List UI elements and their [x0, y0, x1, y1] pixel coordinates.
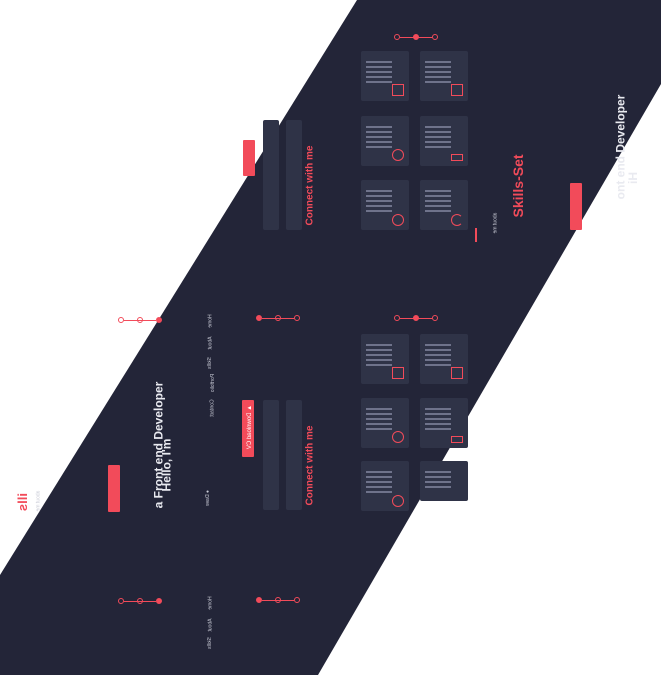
nav-item-about-bottom[interactable]: About: [207, 618, 214, 632]
skill-card[interactable]: [361, 51, 409, 101]
monitor-icon: [451, 436, 463, 443]
skill-card[interactable]: [420, 334, 468, 384]
nav-item-skills-bottom[interactable]: Skills: [206, 637, 213, 649]
carousel-dots-bottom-mid[interactable]: [256, 597, 300, 605]
skill-card[interactable]: [420, 398, 468, 448]
skill-card[interactable]: [420, 51, 468, 101]
skills-sub: about me: [35, 490, 42, 512]
skills-sub-top: about me: [492, 212, 499, 234]
skills-heading-partial: ills: [15, 493, 30, 512]
accent-underline: [475, 228, 477, 242]
skill-card[interactable]: [420, 180, 468, 230]
skill-card[interactable]: [361, 398, 409, 448]
briefcase-icon: [392, 84, 404, 96]
contact-field[interactable]: [286, 120, 302, 230]
skill-card[interactable]: [361, 180, 409, 230]
skill-card[interactable]: [420, 461, 468, 501]
connect-heading-mid: Connect with me: [304, 425, 316, 506]
stack-icon: [451, 367, 463, 379]
globe-icon: [392, 495, 404, 507]
connect-heading-top: Connect with me: [304, 145, 316, 226]
download-cv-button-top[interactable]: [243, 140, 255, 176]
nav-item-portfolio[interactable]: Portfolio: [210, 373, 217, 393]
carousel-dots-mid[interactable]: [394, 315, 438, 323]
briefcase-icon: [392, 367, 404, 379]
download-cv-button[interactable]: ▲ Download CV: [242, 400, 254, 457]
camera-icon: [392, 149, 404, 161]
nav-item-home-bottom[interactable]: Home: [207, 596, 214, 610]
nav-item-home[interactable]: Home: [207, 314, 214, 328]
carousel-dots-bottom-left[interactable]: [118, 598, 162, 606]
hero-cta-button[interactable]: [108, 465, 120, 512]
nav-brand[interactable]: ● Dave: [205, 489, 212, 507]
hero-name-top: Hi: [626, 172, 640, 184]
carousel-dots-mid-left[interactable]: [256, 315, 300, 323]
stack-icon: [451, 84, 463, 96]
nav-item-skills[interactable]: Skills: [206, 357, 213, 369]
skill-card[interactable]: [361, 334, 409, 384]
contact-field[interactable]: [263, 120, 279, 230]
skill-card[interactable]: [361, 116, 409, 166]
carousel-dots-hero[interactable]: [118, 317, 162, 325]
hero-cta-button-top[interactable]: [570, 183, 582, 230]
nav-item-contact[interactable]: Contact: [209, 399, 216, 417]
skills-heading-top: Skills-Set: [510, 154, 526, 218]
globe-icon: [392, 214, 404, 226]
contact-field[interactable]: [263, 400, 279, 510]
download-cv-label: ▲ Download CV: [247, 404, 254, 450]
camera-icon: [392, 431, 404, 443]
code-icon: [451, 214, 463, 226]
skill-card[interactable]: [420, 116, 468, 166]
nav-item-about[interactable]: About: [207, 336, 214, 350]
monitor-icon: [451, 154, 463, 161]
contact-field[interactable]: [286, 400, 302, 510]
skill-card[interactable]: [361, 461, 409, 511]
hero-role: a Front end Developer: [151, 381, 166, 509]
carousel-dots-top[interactable]: [394, 34, 438, 42]
